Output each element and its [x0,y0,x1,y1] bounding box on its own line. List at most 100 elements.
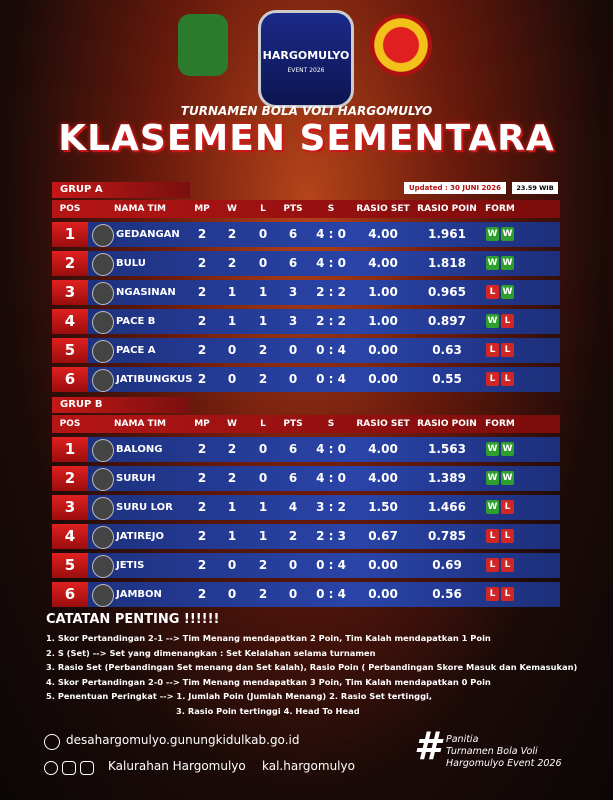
stat: 0 [227,343,237,357]
stat: 6 [288,256,298,270]
stat: 0 [258,442,268,456]
team-row: 2 BULU 2 2 0 6 4 : 0 4.00 1.818 W W [52,251,560,276]
form-result: W [501,227,514,241]
form-result: L [501,558,514,572]
stat: 0.00 [368,372,398,386]
position: 6 [52,367,88,392]
position: 2 [52,251,88,276]
regency-logo [178,14,228,76]
team-name: PACE A [116,345,156,356]
form-result: L [486,372,499,386]
stat: 1 [227,285,237,299]
team-logo [92,584,114,607]
column-label: NAMA TIM [114,419,166,429]
stat: 0 [288,587,298,601]
hashtag: # [414,724,441,768]
stat: 4.00 [368,471,398,485]
position: 4 [52,309,88,334]
subtitle: TURNAMEN BOLA VOLI HARGOMULYO [180,104,433,118]
column-label: L [260,419,266,429]
tiktok: kal.hargomulyo [262,759,355,773]
social-icons [44,760,104,775]
team-logo [92,526,114,549]
stat: 2 : 2 [316,285,346,299]
team-logo [92,282,114,305]
stat: 1 [258,500,268,514]
form-result: L [501,529,514,543]
column-label: RASIO POIN [417,204,477,214]
team-logo [92,369,114,392]
stat: 2 [258,587,268,601]
stat: 1.00 [368,285,398,299]
stat: 0 [258,227,268,241]
form-result: L [501,372,514,386]
stat: 0.56 [432,587,462,601]
website: desahargomulyo.gunungkidulkab.go.id [66,733,300,747]
team-logo [92,439,114,462]
column-label: S [327,204,335,214]
stat: 2 [258,558,268,572]
position: 5 [52,338,88,363]
note-item: 2. S (Set) --> Set yang dimenangkan : Se… [46,647,376,658]
stat: 0.00 [368,343,398,357]
stat: 0.965 [428,285,466,299]
team-row: 3 NGASINAN 2 1 1 3 2 : 2 1.00 0.965 L W [52,280,560,305]
stat: 4.00 [368,442,398,456]
village-logo [370,14,432,76]
stat: 1 [227,314,237,328]
stat: 1.818 [428,256,466,270]
note-item: 4. Skor Pertandingan 2-0 --> Tim Menang … [46,676,491,687]
team-row: 4 PACE B 2 1 1 3 2 : 2 1.00 0.897 W L [52,309,560,334]
logo-year: EVENT 2026 [287,67,325,74]
form-result: W [486,442,499,456]
position: 4 [52,524,88,549]
stat: 4 : 0 [316,227,346,241]
form-result: W [486,227,499,241]
stat: 2 [197,558,207,572]
notes-title: CATATAN PENTING !!!!!! [46,612,220,627]
social: Kalurahan Hargomulyo [108,759,246,773]
committee-line: Panitia [446,734,479,745]
stat: 0.63 [432,343,462,357]
form-result: L [486,558,499,572]
form-result: L [486,285,499,299]
position: 5 [52,553,88,578]
form-result: L [501,343,514,357]
stat: 0.55 [432,372,462,386]
form-result: W [501,442,514,456]
form-result: W [486,500,499,514]
globe-icon [44,734,60,750]
form-result: W [486,471,499,485]
committee-line: Hargomulyo Event 2026 [446,758,562,769]
stat: 2 [258,343,268,357]
stat: 2 [258,372,268,386]
form-result: L [501,500,514,514]
form-result: L [486,529,499,543]
stat: 0 [258,256,268,270]
form-result: W [486,256,499,270]
team-name: PACE B [116,316,156,327]
team-row: 4 JATIREJO 2 1 1 2 2 : 3 0.67 0.785 L L [52,524,560,549]
stat: 1.961 [428,227,466,241]
team-name: GEDANGAN [116,229,180,240]
stat: 4 : 0 [316,471,346,485]
stat: 4.00 [368,227,398,241]
team-row: 3 SURU LOR 2 1 1 4 3 : 2 1.50 1.466 W L [52,495,560,520]
form-result: L [486,587,499,601]
stat: 2 [227,256,237,270]
stat: 4.00 [368,256,398,270]
note-item: 3. Rasio Poin tertinggi 4. Head To Head [176,705,360,716]
position: 1 [52,222,88,247]
stat: 2 [197,587,207,601]
form-result: W [501,471,514,485]
form-result: L [501,314,514,328]
stat: 6 [288,442,298,456]
stat: 0 : 4 [316,372,346,386]
team-name: SURU LOR [116,502,173,513]
form-result: L [486,343,499,357]
stat: 0.67 [368,529,398,543]
team-logo [92,497,114,520]
stat: 6 [288,471,298,485]
column-label: W [227,419,237,429]
stat: 0.00 [368,587,398,601]
